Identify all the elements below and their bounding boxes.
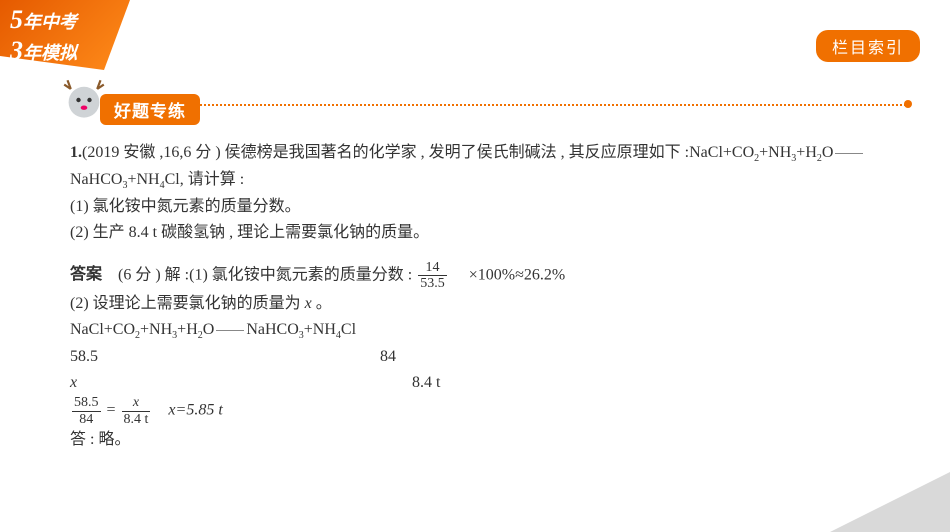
q-b7: Cl, 请计算 : (165, 171, 245, 188)
answer-label: 答案 (70, 266, 102, 283)
reaction-line-icon (216, 330, 244, 331)
nav-index-button[interactable]: 栏目索引 (816, 30, 920, 62)
corner-triangle (830, 472, 950, 532)
section-title-pill: 好题专练 (100, 94, 200, 125)
frac-1: 1453.5 (418, 260, 447, 292)
frac-3: x8.4 t (122, 395, 151, 427)
logo-l1-big: 5 (10, 5, 23, 34)
frac-2: 58.584 (72, 395, 101, 427)
question-stem: 1.(2019 安徽 ,16,6 分 ) 侯德榜是我国著名的化学家 , 发明了侯… (70, 140, 880, 194)
mass-row-2: x 8.4 t (70, 370, 880, 396)
answer-line-1: 答案 (6 分 ) 解 :(1) 氯化铵中氮元素的质量分数 : 1453.5 ×… (70, 260, 880, 292)
logo-l1-rest: 年中考 (23, 12, 77, 32)
q-b3: +H (796, 144, 817, 161)
brand-logo: 5年中考 3年模拟 (0, 0, 130, 70)
reaction-line-icon (835, 153, 863, 154)
section-dot-end (904, 100, 912, 108)
answer-equation: NaCl+CO2+NH3+H2ONaHCO3+NH4Cl (70, 317, 880, 344)
logo-l2-big: 3 (10, 36, 23, 65)
q-b4: O (822, 144, 834, 161)
var-x: x (305, 295, 312, 312)
result: x=5.85 t (168, 402, 222, 419)
ans-post1: ×100%≈26.2% (469, 266, 565, 283)
logo-text: 5年中考 3年模拟 (10, 6, 77, 65)
logo-l2-rest: 年模拟 (23, 43, 77, 63)
proportion-line: 58.584 = x8.4 t x=5.85 t (70, 395, 880, 427)
q-b1: 侯德榜是我国著名的化学家 , 发明了侯氏制碱法 , 其反应原理如下 :NaCl+… (221, 144, 754, 161)
answer-line-2: (2) 设理论上需要氯化钠的质量为 x 。 (70, 291, 880, 317)
q-b2: +NH (759, 144, 791, 161)
mass-row-1: 58.584 (70, 344, 880, 370)
content-body: 1.(2019 安徽 ,16,6 分 ) 侯德榜是我国著名的化学家 , 发明了侯… (70, 140, 880, 453)
q-number: 1. (70, 144, 82, 161)
q-b5: NaHCO (70, 171, 122, 188)
answer-end: 答 : 略。 (70, 427, 880, 453)
ans-pre: (6 分 ) 解 :(1) 氯化铵中氮元素的质量分数 : (118, 266, 412, 283)
q-b6: +NH (127, 171, 159, 188)
q2: (2) 生产 8.4 t 碳酸氢钠 , 理论上需要氯化钠的质量。 (70, 220, 880, 246)
q-source: (2019 安徽 ,16,6 分 ) (82, 144, 221, 161)
q1: (1) 氯化铵中氮元素的质量分数。 (70, 194, 880, 220)
section-dotted-line (200, 104, 910, 106)
